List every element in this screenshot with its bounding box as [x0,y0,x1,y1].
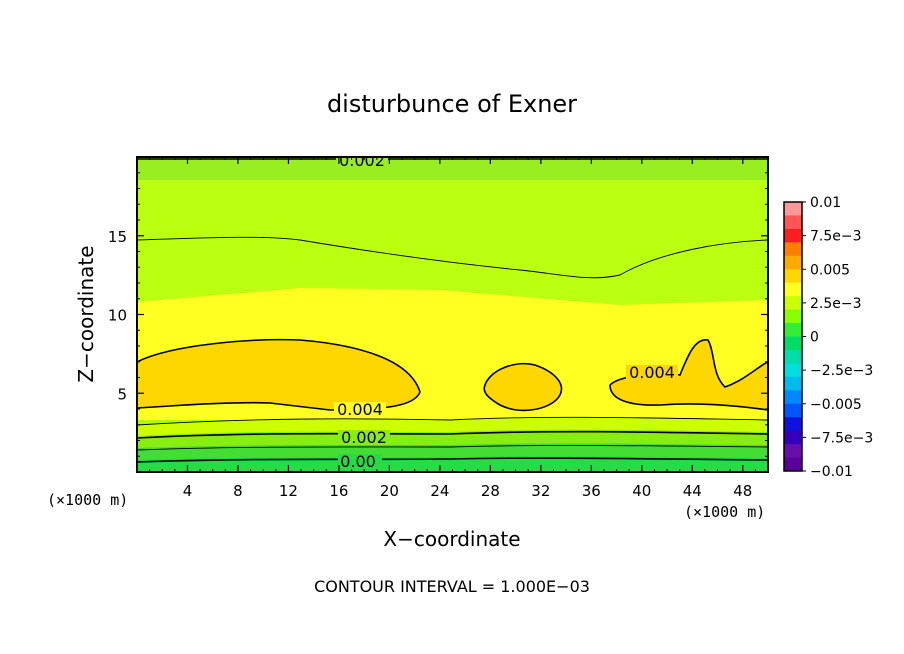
contour-0.004-center [483,363,563,412]
colorbar-label: 2.5e−3 [810,296,862,312]
colorbar-swatch [784,202,802,216]
colorbar-swatch [784,390,802,405]
x-tick-label: 12 [279,482,298,500]
x-tick-label: 28 [481,482,500,500]
colorbar-label: −7.5e−3 [810,430,873,446]
plot-area: 0.002 0.004 0.004 0.002 0.00 [137,151,768,472]
contour-label-bg [334,402,386,416]
colorbar-swatch [784,417,802,432]
contour-label-bg [336,157,388,167]
contour-0.003-lower [137,416,768,426]
colorbar-swatch [784,444,802,459]
colorbar-swatch [784,296,802,311]
x-tick-label: 36 [582,482,601,500]
contour-label-bg [338,430,390,444]
x-tick-label: 24 [430,482,449,500]
colorbar-swatch [784,323,802,337]
contour-label: 0.002 [341,428,387,447]
colorbar: 0.01 7.5e−3 0.005 2.5e−3 0 −2.5e−3 −0.005 −7.5e… [783,195,873,480]
contour-label: 0.002 [339,151,385,170]
colorbar-label: 0 [810,330,819,346]
contour-0.002-lower [137,430,768,439]
field-max-left [137,339,420,410]
x-tick-label: 44 [683,482,702,500]
contour-0.003-upper [137,236,768,279]
x-tick-label: 16 [329,482,348,500]
x-tick-label: 40 [632,482,651,500]
colorbar-swatch [784,403,802,418]
colorbar-label: −2.5e−3 [810,363,873,379]
y-tick-label: 5 [117,385,127,403]
contour-interval-note: CONTOUR INTERVAL = 1.000E−03 [314,577,590,596]
y-tick-label: 15 [108,228,127,246]
y-axis: 5 10 15 [108,172,768,457]
colorbar-swatch [784,215,802,230]
colorbar-swatch [784,255,802,270]
field-band-lightgreen [137,180,768,305]
x-unit-right: (×1000 m) [684,503,765,521]
colorbar-swatch [784,349,802,364]
colorbar-swatch [784,457,802,472]
x-tick-label: 48 [733,482,752,500]
colorbar-swatch [784,336,802,351]
contour-label: 0.004 [629,363,675,382]
colorbar-label: 0.005 [810,262,850,278]
contour-0.004-left [137,338,421,411]
colorbar-swatch [784,430,802,445]
colorbar-label: 7.5e−3 [810,229,862,245]
colorbar-swatch [784,269,802,284]
colorbar-label: −0.005 [810,397,862,413]
contour-label: 0.004 [337,400,383,419]
field-max-center [484,363,562,411]
x-tick-label: 32 [531,482,550,500]
contour-0.00-lower [137,457,768,463]
x-axis: 4 8 12 16 20 24 28 32 36 40 44 48 [149,157,756,500]
colorbar-swatch [784,309,802,324]
contour-label: 0.00 [340,452,376,471]
colorbar-label: −0.01 [810,464,853,480]
colorbar-swatch [784,282,802,297]
y-tick-label: 10 [108,307,127,325]
x-axis-label: X−coordinate [383,527,520,551]
contour-0.001-lower [137,444,768,451]
x-unit-left: (×1000 m) [47,491,128,509]
y-axis-label: Z−coordinate [74,245,98,382]
x-tick-label: 8 [233,482,243,500]
colorbar-swatch [784,228,802,243]
x-tick-label: 20 [380,482,399,500]
x-tick-label: 4 [183,482,193,500]
contour-0.002-top [137,158,768,161]
colorbar-swatch [784,363,802,378]
colorbar-swatch [784,242,802,257]
contour-label-bg [338,454,382,468]
colorbar-label: 0.01 [810,195,841,211]
colorbar-swatch [784,376,802,391]
contour-label-bg [626,365,678,379]
chart-title: disturbunce of Exner [327,90,577,118]
field-max-right [610,339,768,410]
